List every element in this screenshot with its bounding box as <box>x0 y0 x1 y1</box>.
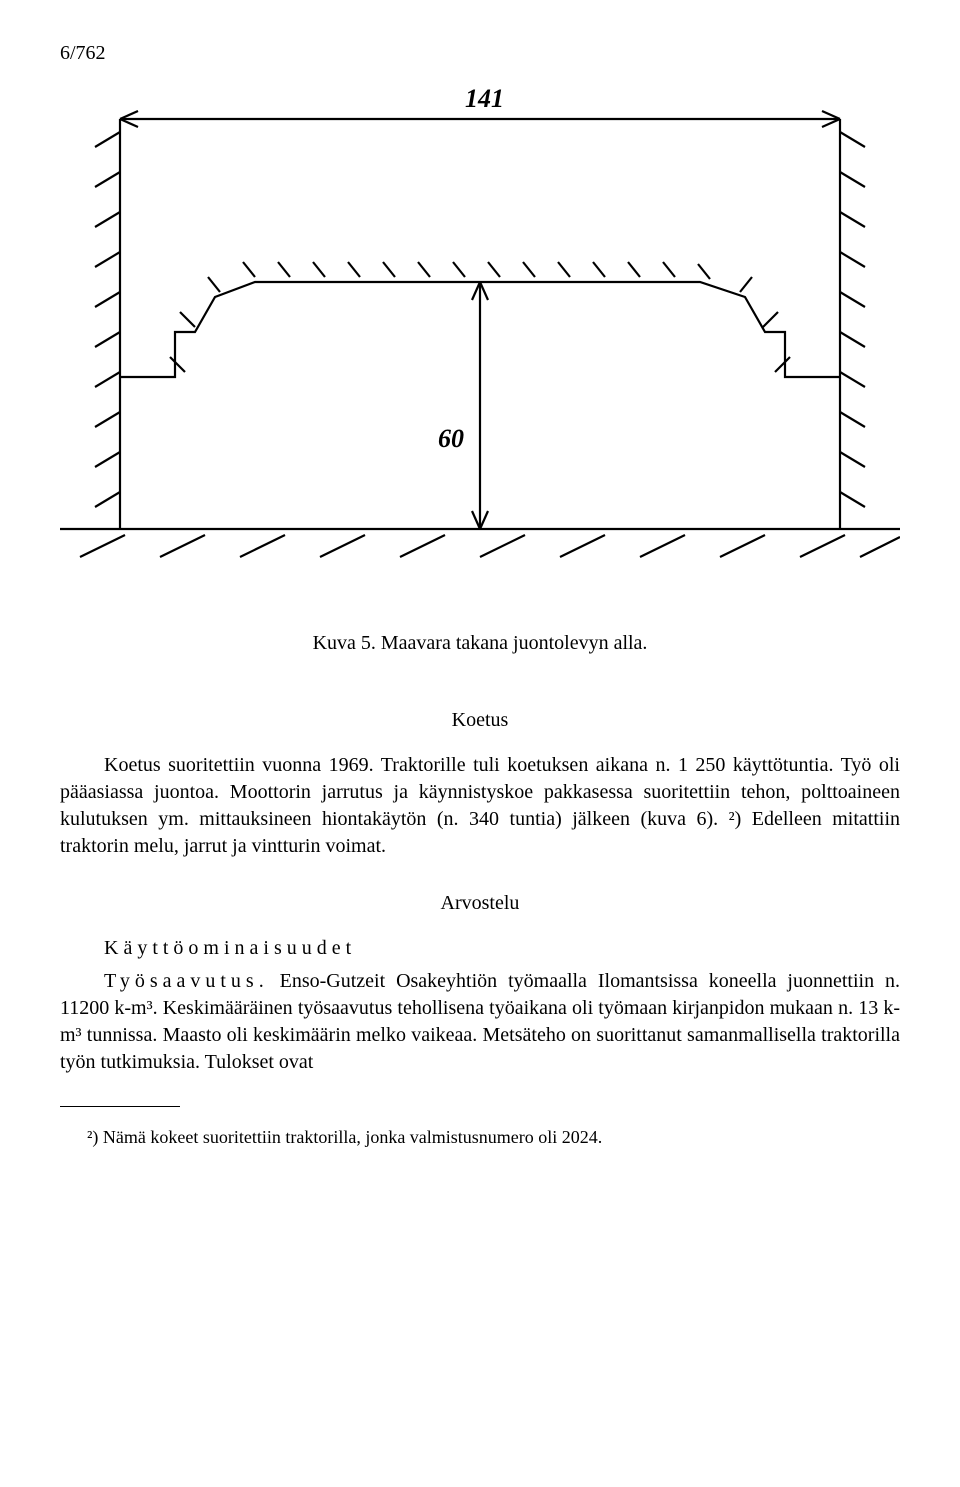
footnote-separator <box>60 1106 180 1107</box>
section-title-koetus: Koetus <box>60 707 900 734</box>
figure-5: 141 60 <box>60 77 900 605</box>
footnote: ²) Nämä kokeet suoritettiin traktorilla,… <box>60 1125 900 1149</box>
dim-height-label: 60 <box>438 424 464 453</box>
dim-width-label: 141 <box>465 84 504 113</box>
page-header: 6/762 <box>60 40 900 67</box>
subheading-kayttoominaisuudet: Käyttöominaisuudet <box>60 935 900 962</box>
footnote-marker: ²) <box>87 1127 98 1147</box>
footnote-text: Nämä kokeet suoritettiin traktorilla, jo… <box>98 1127 602 1147</box>
lead-word: Työsaavutus. <box>104 970 269 992</box>
koetus-paragraph: Koetus suoritettiin vuonna 1969. Traktor… <box>60 752 900 860</box>
section-title-arvostelu: Arvostelu <box>60 890 900 917</box>
tyosaavutus-paragraph: Työsaavutus. Enso-Gutzeit Osakeyhtiön ty… <box>60 968 900 1076</box>
figure-caption: Kuva 5. Maavara takana juontolevyn alla. <box>60 630 900 657</box>
ground-clearance-diagram: 141 60 <box>60 77 900 597</box>
